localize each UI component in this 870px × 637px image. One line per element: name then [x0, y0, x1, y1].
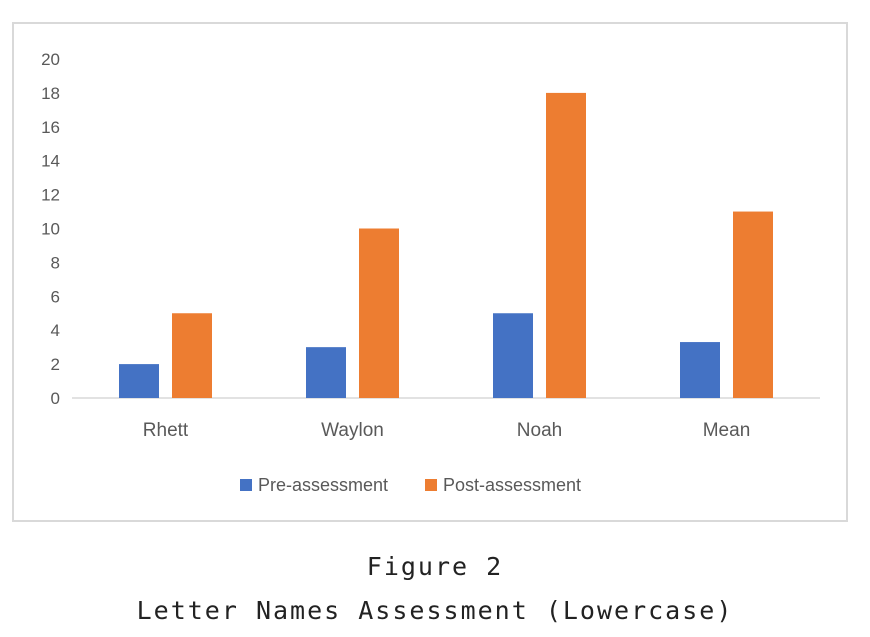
- x-category-label: Noah: [517, 420, 562, 441]
- y-tick-label: 2: [51, 355, 60, 374]
- y-tick-label: 12: [41, 186, 60, 205]
- legend-label-post: Post-assessment: [443, 475, 581, 495]
- x-category-label: Waylon: [321, 420, 384, 441]
- y-tick-label: 8: [51, 253, 60, 272]
- y-tick-label: 20: [41, 50, 60, 69]
- bar-chart: 0 2 4 6 8 10 12 14 16 18 20 Rhett Waylon Noah Mean Pre-…: [41, 50, 820, 495]
- bar-post-assessment: [359, 228, 399, 398]
- bar-post-assessment: [546, 92, 586, 399]
- y-tick-label: 0: [51, 389, 60, 408]
- legend-swatch-post: [425, 479, 437, 491]
- y-tick-label: 10: [41, 220, 60, 239]
- figure-label: Figure 2: [366, 552, 504, 581]
- y-tick-label: 18: [41, 84, 60, 103]
- bar-post-assessment: [172, 313, 212, 398]
- bar-pre-assessment: [493, 313, 533, 398]
- legend-label-pre: Pre-assessment: [258, 475, 388, 495]
- bar-pre-assessment: [306, 347, 346, 398]
- x-category-label: Mean: [703, 420, 751, 441]
- legend-swatch-pre: [240, 479, 252, 491]
- y-tick-label: 6: [51, 287, 60, 306]
- figure-title: Letter Names Assessment (Lowercase): [136, 596, 734, 625]
- bar-pre-assessment: [680, 342, 720, 398]
- x-category-label: Rhett: [143, 420, 189, 441]
- y-tick-label: 16: [41, 118, 60, 137]
- bar-pre-assessment: [119, 364, 159, 398]
- bar-post-assessment: [733, 211, 773, 398]
- y-tick-label: 14: [41, 152, 60, 171]
- y-tick-label: 4: [51, 321, 60, 340]
- chart-frame: 0 2 4 6 8 10 12 14 16 18 20 Rhett Waylon Noah Mean Pre-…: [12, 22, 848, 522]
